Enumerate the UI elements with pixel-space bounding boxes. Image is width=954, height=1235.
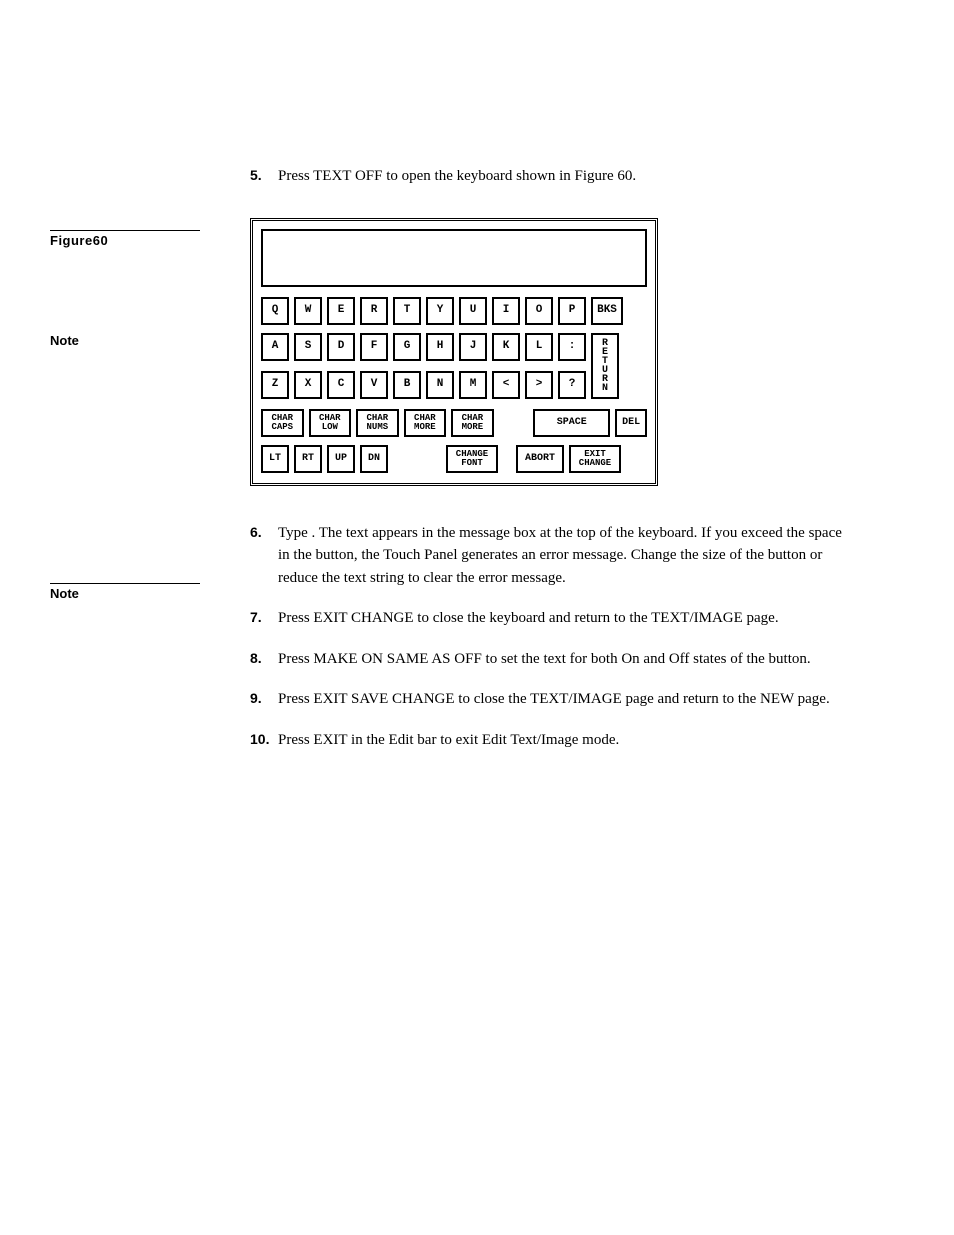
step-8: 8. Press MAKE ON SAME AS OFF to set the … [250,648,854,671]
key-qmark[interactable]: ? [558,371,586,399]
key-char-more-1[interactable]: CHARMORE [404,409,447,437]
key-S[interactable]: S [294,333,322,361]
step-10: 10. Press EXIT in the Edit bar to exit E… [250,729,854,752]
key-char-caps[interactable]: CHARCAPS [261,409,304,437]
key-backspace[interactable]: BKS [591,297,623,325]
key-down[interactable]: DN [360,445,388,473]
key-A[interactable]: A [261,333,289,361]
note-label-2: Note [50,583,200,601]
key-char-nums[interactable]: CHARNUMS [356,409,399,437]
step-num: 10. [250,729,269,750]
key-O[interactable]: O [525,297,553,325]
keyboard-figure: Q W E R T Y U I O P BKS A S D [250,218,658,486]
note-label-1: Note [50,333,200,348]
key-N[interactable]: N [426,371,454,399]
key-Q[interactable]: Q [261,297,289,325]
key-D[interactable]: D [327,333,355,361]
key-X[interactable]: X [294,371,322,399]
key-L[interactable]: L [525,333,553,361]
key-V[interactable]: V [360,371,388,399]
step-5: 5. Press TEXT OFF to open the keyboard s… [250,165,854,188]
key-char-low[interactable]: CHARLOW [309,409,352,437]
key-up[interactable]: UP [327,445,355,473]
key-change-font[interactable]: CHANGEFONT [446,445,498,473]
key-char-more-2[interactable]: CHARMORE [451,409,494,437]
spacer [499,409,529,437]
spacer [393,445,441,473]
keyboard-display [261,229,647,287]
key-right[interactable]: RT [294,445,322,473]
key-colon[interactable]: : [558,333,586,361]
spacer [503,445,511,473]
kb-row-4: CHARCAPS CHARLOW CHARNUMS CHARMORE CHARM… [261,409,647,437]
step-9: 9. Press EXIT SAVE CHANGE to close the T… [250,688,854,711]
step-text: Type . The text appears in the message b… [278,525,842,586]
key-exit-change[interactable]: EXITCHANGE [569,445,621,473]
kb-row-3: Z X C V B N M < > ? [261,371,586,399]
key-return[interactable]: RETURN [591,333,619,399]
step-num: 9. [250,688,262,709]
key-C[interactable]: C [327,371,355,399]
step-num: 5. [250,165,262,186]
key-H[interactable]: H [426,333,454,361]
key-delete[interactable]: DEL [615,409,647,437]
key-T[interactable]: T [393,297,421,325]
step-text: Press TEXT OFF to open the keyboard show… [278,168,636,184]
step-num: 7. [250,607,262,628]
figure-label: Figure60 [50,230,200,248]
key-F[interactable]: F [360,333,388,361]
key-abort[interactable]: ABORT [516,445,564,473]
key-P[interactable]: P [558,297,586,325]
step-text: Press EXIT CHANGE to close the keyboard … [278,610,779,626]
key-G[interactable]: G [393,333,421,361]
step-text: Press EXIT in the Edit bar to exit Edit … [278,732,619,748]
key-K[interactable]: K [492,333,520,361]
step-num: 6. [250,522,262,543]
step-text: Press EXIT SAVE CHANGE to close the TEXT… [278,691,830,707]
key-J[interactable]: J [459,333,487,361]
step-text: Press MAKE ON SAME AS OFF to set the tex… [278,651,811,667]
step-7: 7. Press EXIT CHANGE to close the keyboa… [250,607,854,630]
key-gt[interactable]: > [525,371,553,399]
kb-row-2: A S D F G H J K L : [261,333,586,361]
key-left[interactable]: LT [261,445,289,473]
key-space[interactable]: SPACE [533,409,610,437]
key-W[interactable]: W [294,297,322,325]
step-num: 8. [250,648,262,669]
key-lt[interactable]: < [492,371,520,399]
key-R[interactable]: R [360,297,388,325]
key-Z[interactable]: Z [261,371,289,399]
key-Y[interactable]: Y [426,297,454,325]
key-M[interactable]: M [459,371,487,399]
step-6: 6. Type . The text appears in the messag… [250,522,854,590]
key-U[interactable]: U [459,297,487,325]
kb-row-5: LT RT UP DN CHANGEFONT ABORT EXITCHANGE [261,445,647,473]
key-I[interactable]: I [492,297,520,325]
key-B[interactable]: B [393,371,421,399]
key-E[interactable]: E [327,297,355,325]
kb-row-1: Q W E R T Y U I O P BKS [261,297,647,325]
